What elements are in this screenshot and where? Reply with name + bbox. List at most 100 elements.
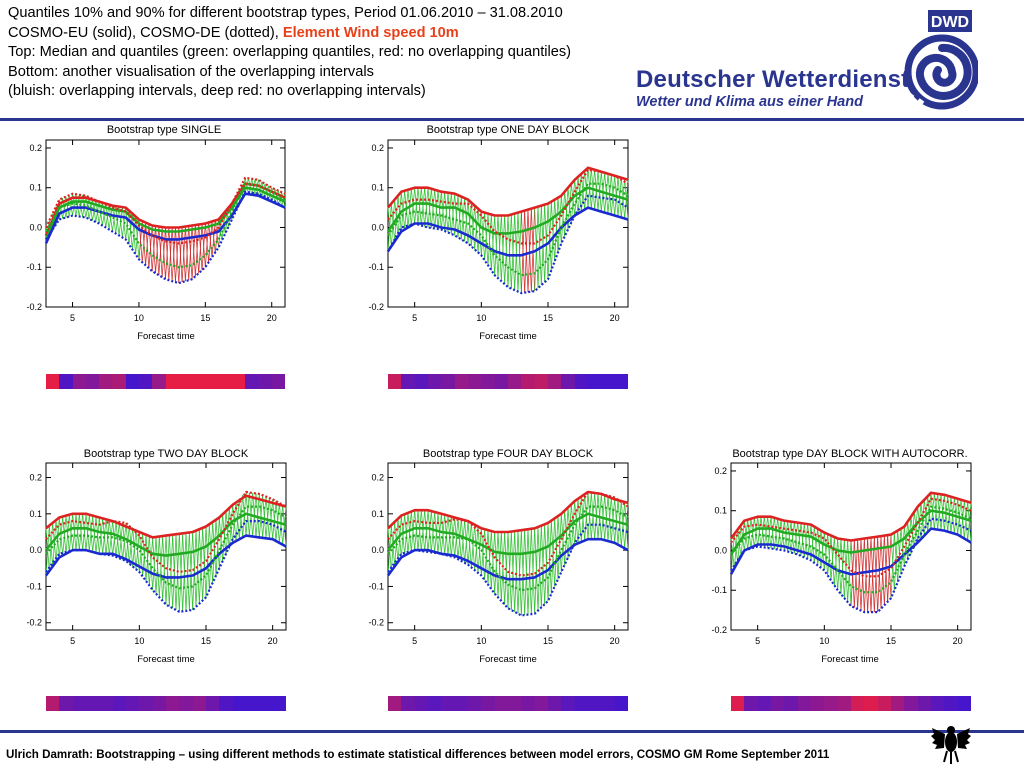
- strip-cell: [890, 696, 905, 711]
- interval-hatch: [517, 211, 522, 292]
- interval-hatch: [420, 187, 426, 226]
- interval-hatch: [490, 215, 496, 271]
- x-axis-label: Forecast time: [137, 331, 195, 342]
- interval-hatch: [282, 506, 287, 545]
- strip-cell: [534, 374, 548, 389]
- interval-hatch: [827, 535, 832, 576]
- header-line-1: Quantiles 10% and 90% for different boot…: [8, 5, 563, 21]
- strip-cell: [587, 374, 602, 389]
- x-tick-label: 10: [476, 636, 486, 646]
- strip-cell: [46, 374, 60, 389]
- plot-frame: [730, 462, 972, 631]
- series-line-de-lower: [387, 194, 629, 295]
- header-line-2-prefix: COSMO-EU (solid), COSMO-DE (dotted),: [8, 24, 283, 41]
- x-tick-label: 10: [476, 313, 486, 323]
- header-line-3: Top: Median and quantiles (green: overla…: [8, 44, 572, 61]
- interval-hatch: [500, 215, 506, 282]
- strip-cell: [125, 696, 140, 711]
- interval-hatch: [457, 519, 462, 560]
- series-line-eu-upper: [729, 491, 972, 542]
- interval-hatch: [135, 531, 140, 570]
- interval-hatch: [218, 514, 224, 569]
- strip-cell: [112, 696, 126, 711]
- header-line-4: Bottom: another visualisation of the ove…: [8, 63, 374, 80]
- strip-cell: [99, 374, 113, 389]
- strip-cell: [232, 696, 246, 711]
- series-line-eu-median: [386, 512, 629, 556]
- interval-hatch: [128, 527, 134, 564]
- interval-hatch: [747, 518, 752, 550]
- chart-panel-four-day-block: Bootstrap type FOUR DAY BLOCK Forecast t…: [368, 448, 629, 665]
- series-line-de-median: [45, 505, 287, 590]
- interval-hatch: [497, 531, 502, 598]
- interval-hatch: [474, 208, 479, 250]
- strip-cell: [561, 374, 575, 389]
- series-line-eu-median: [729, 509, 972, 556]
- interval-hatch: [527, 208, 532, 293]
- strip-cell: [547, 696, 562, 711]
- interval-hatch: [537, 525, 542, 611]
- strip-cell: [770, 696, 785, 711]
- interval-hatch: [487, 214, 492, 266]
- interval-hatch: [188, 225, 193, 281]
- interval-hatch: [480, 212, 486, 256]
- series-line-de-lower: [730, 517, 972, 614]
- interval-hatch: [833, 538, 839, 586]
- interval-hatch: [570, 179, 576, 223]
- x-axis-label: Forecast time: [137, 654, 195, 665]
- y-tick-label: 0.2: [371, 143, 384, 153]
- interval-hatch: [450, 193, 456, 234]
- interval-hatch: [268, 499, 274, 539]
- strip-cell: [218, 374, 232, 389]
- strip-cell: [521, 696, 535, 711]
- series-line-de-upper: [387, 490, 629, 577]
- interval-hatch: [464, 521, 469, 563]
- strip-cell: [245, 696, 260, 711]
- interval-hatch: [550, 199, 556, 271]
- y-tick-label: 0.2: [371, 473, 384, 483]
- chart-title: Bootstrap type DAY BLOCK WITH AUTOCORR.: [732, 448, 967, 460]
- interval-hatch: [162, 535, 167, 601]
- interval-hatch: [557, 195, 562, 253]
- interval-hatch: [195, 529, 200, 607]
- interval-hatch: [404, 512, 409, 556]
- header-line-2: COSMO-EU (solid), COSMO-DE (dotted), Ele…: [8, 24, 648, 44]
- interval-hatch: [85, 514, 90, 551]
- series-line-eu-lower: [386, 206, 629, 257]
- interval-hatch: [151, 225, 156, 272]
- strip-cell: [259, 696, 273, 711]
- series-line-de-lower: [45, 520, 287, 613]
- interval-hatch: [750, 517, 755, 549]
- series-line-de-lower: [387, 523, 629, 617]
- strip-cell: [59, 696, 73, 711]
- interval-hatch: [437, 513, 442, 554]
- strip-cell: [534, 696, 548, 711]
- y-tick-label: -0.2: [26, 302, 42, 312]
- interval-hatch: [258, 181, 263, 196]
- interval-hatch: [487, 531, 492, 585]
- strip-cell: [388, 696, 402, 711]
- strip-cell: [614, 696, 628, 711]
- interval-hatch: [447, 193, 452, 233]
- interval-hatch: [148, 225, 153, 269]
- y-tick-label: 0.1: [371, 183, 384, 193]
- x-tick-label: 20: [268, 636, 278, 646]
- interval-hatch: [494, 531, 499, 594]
- interval-hatch: [530, 528, 536, 615]
- interval-hatch: [397, 515, 402, 562]
- y-tick-label: 0.0: [371, 545, 384, 555]
- interval-hatch: [417, 187, 422, 225]
- series-line-eu-upper: [387, 166, 629, 217]
- interval-hatch: [534, 526, 539, 614]
- interval-hatch: [444, 192, 449, 231]
- strip-cell: [574, 374, 588, 389]
- x-tick-label: 5: [412, 313, 417, 323]
- slide-header: Quantiles 10% and 90% for different boot…: [8, 4, 648, 102]
- interval-hatch: [115, 521, 120, 557]
- interval-hatch: [125, 525, 130, 562]
- interval-hatch: [410, 510, 416, 552]
- strip-cell: [481, 374, 495, 389]
- interval-hatch: [554, 516, 559, 587]
- dwd-logo-tagline: Wetter und Klima aus einer Hand: [636, 94, 863, 110]
- strip-cell: [165, 374, 179, 389]
